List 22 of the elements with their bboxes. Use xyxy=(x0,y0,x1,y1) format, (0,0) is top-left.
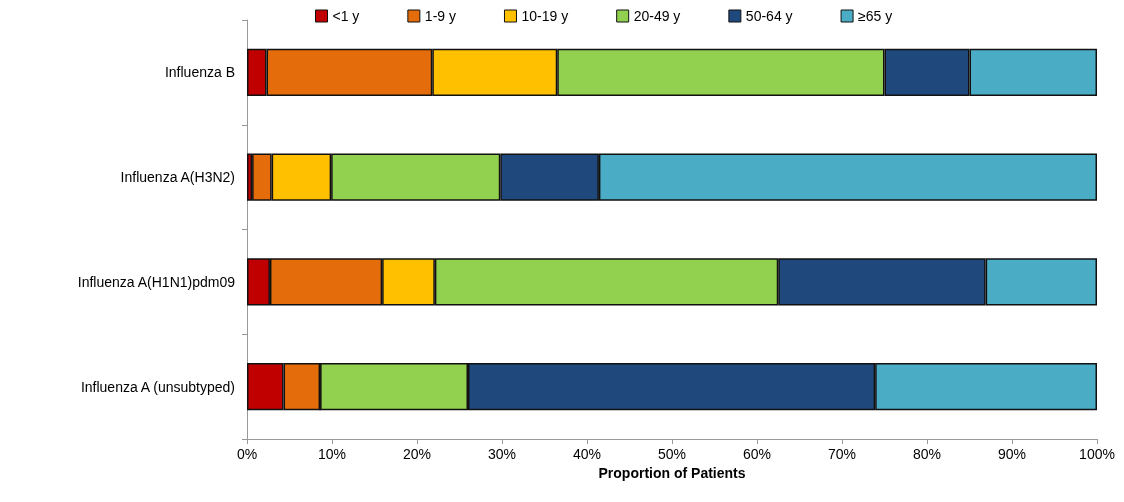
legend-label: <1 y xyxy=(332,8,360,24)
x-tick-label: 60% xyxy=(742,446,772,462)
legend-label: 1-9 y xyxy=(424,8,456,24)
y-tick-label: Influenza A(H1N1)pdm09 xyxy=(77,273,236,290)
x-tick-label: 20% xyxy=(402,446,432,462)
x-tick-label: 90% xyxy=(997,446,1027,462)
legend-label: 20-49 y xyxy=(633,8,681,24)
x-tick-label: 30% xyxy=(487,446,517,462)
x-axis-title: Proportion of Patients xyxy=(598,464,746,481)
y-tick-label: Influenza A (unsubtyped) xyxy=(80,378,235,395)
x-tick-label: 100% xyxy=(1079,446,1115,462)
y-tick-label: Influenza A(H3N2) xyxy=(120,169,235,186)
x-tick-label: 70% xyxy=(827,446,857,462)
x-tick-label: 10% xyxy=(317,446,347,462)
x-tick-label: 50% xyxy=(657,446,687,462)
x-tick-label: 80% xyxy=(912,446,942,462)
x-tick-label: 0% xyxy=(236,446,258,462)
x-tick-label: 40% xyxy=(572,446,602,462)
legend-label: 10-19 y xyxy=(521,8,569,24)
legend-label: ≥65 y xyxy=(858,8,893,24)
y-tick-label: Influenza B xyxy=(164,64,235,81)
legend-label: 50-64 y xyxy=(745,8,793,24)
